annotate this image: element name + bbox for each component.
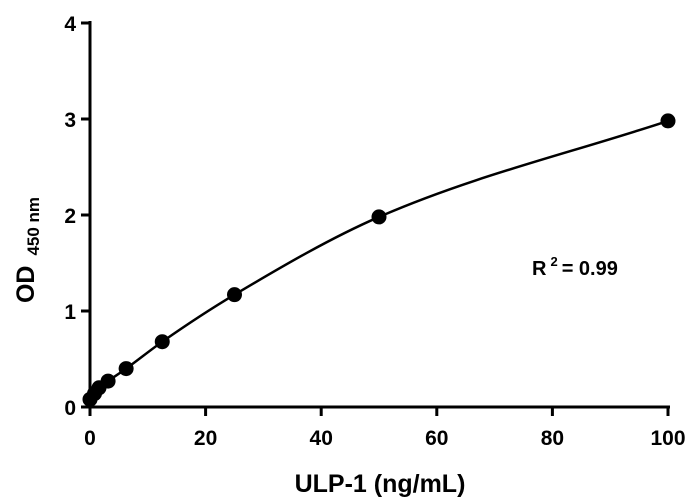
x-tick-label: 20 bbox=[194, 427, 217, 450]
data-point bbox=[227, 287, 242, 303]
x-tick-label: 100 bbox=[650, 427, 685, 450]
r-squared-r: R bbox=[532, 258, 547, 280]
x-tick-label: 40 bbox=[310, 427, 333, 450]
data-points-layer bbox=[82, 113, 676, 407]
x-axis-label: ULP-1 (ng/mL) bbox=[295, 470, 466, 498]
data-point bbox=[154, 334, 170, 350]
y-axis-label-subscript: 450 nm bbox=[24, 197, 43, 256]
y-axis-label: OD 450 nm bbox=[12, 197, 43, 303]
data-point bbox=[100, 373, 116, 389]
data-point bbox=[118, 361, 134, 377]
y-tick-label: 3 bbox=[64, 109, 76, 132]
r-squared-annotation: R 2 = 0.99 bbox=[532, 253, 618, 280]
r-squared-superscript: 2 bbox=[550, 254, 557, 269]
labels-layer: ULP-1 (ng/mL) OD 450 nm R 2 = 0.99 bbox=[12, 197, 618, 498]
y-tick-label: 4 bbox=[64, 13, 76, 36]
x-tick-label: 0 bbox=[84, 427, 96, 450]
data-point bbox=[371, 209, 387, 225]
y-tick-label: 0 bbox=[64, 397, 76, 420]
y-axis-label-main: OD bbox=[12, 266, 40, 304]
y-tick-label: 2 bbox=[64, 205, 76, 228]
data-point bbox=[660, 113, 676, 129]
x-tick-label: 60 bbox=[425, 427, 448, 450]
y-tick-label: 1 bbox=[64, 301, 76, 324]
r-squared-value: = 0.99 bbox=[562, 258, 618, 280]
x-tick-label: 80 bbox=[541, 427, 564, 450]
